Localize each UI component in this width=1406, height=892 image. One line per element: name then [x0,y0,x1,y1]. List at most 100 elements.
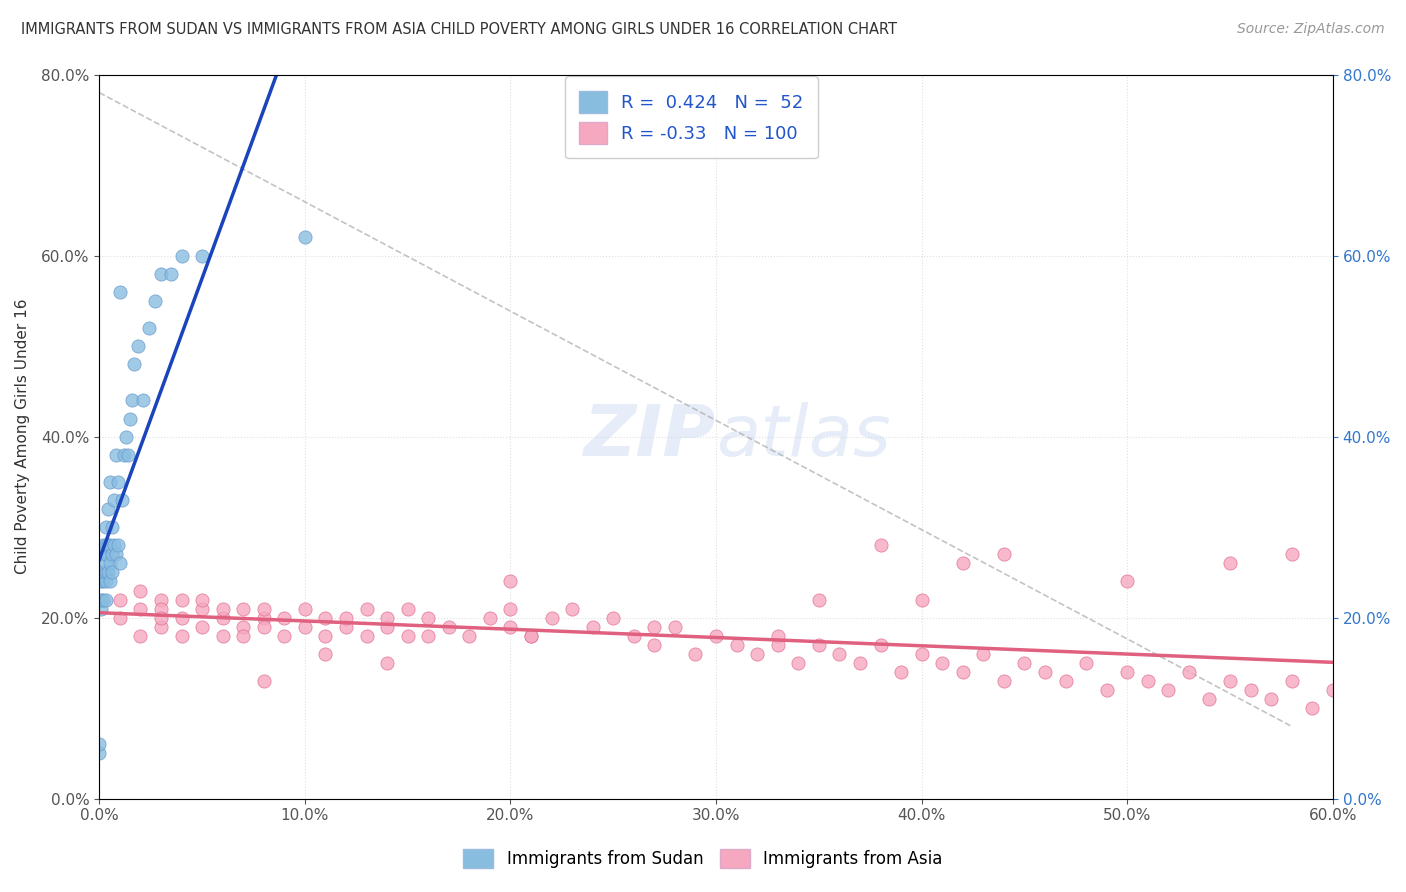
Point [124,357,146,371]
Point [499,574,522,589]
Point [664,620,686,634]
Point [335,610,357,624]
Point [90,547,112,561]
Point [418,629,440,643]
Point [150,601,173,615]
Point [375,610,398,624]
Point [103,538,125,552]
Point [112,448,135,462]
Point [1219,557,1241,571]
Point [98,538,121,552]
Point [93,538,115,552]
Point [931,656,953,670]
Point [253,610,276,624]
Point [828,647,851,661]
Point [232,620,254,634]
Point [100,547,122,561]
Text: IMMIGRANTS FROM SUDAN VS IMMIGRANTS FROM ASIA CHILD POVERTY AMONG GIRLS UNDER 16: IMMIGRANTS FROM SUDAN VS IMMIGRANTS FROM… [21,22,897,37]
Point [96,566,118,580]
Point [1239,683,1261,698]
Point [150,610,173,624]
Point [766,629,789,643]
Point [160,267,183,281]
Point [131,393,153,408]
Point [294,230,316,244]
Text: ZIP: ZIP [583,402,716,471]
Point [766,638,789,652]
Point [1014,656,1036,670]
Legend: R =  0.424   N =  52, R = -0.33   N = 100: R = 0.424 N = 52, R = -0.33 N = 100 [565,77,818,158]
Point [704,629,727,643]
Point [93,566,115,580]
Point [98,557,121,571]
Point [335,620,357,634]
Point [643,638,665,652]
Point [643,620,665,634]
Point [787,656,810,670]
Point [253,620,276,634]
Point [96,502,118,516]
Point [1116,574,1139,589]
Point [458,629,481,643]
Point [129,629,152,643]
Point [1322,683,1344,698]
Point [910,647,932,661]
Point [910,592,932,607]
Point [104,547,127,561]
Point [108,592,131,607]
Point [273,629,295,643]
Point [191,601,214,615]
Point [170,629,193,643]
Point [94,557,117,571]
Point [1074,656,1097,670]
Point [253,601,276,615]
Point [143,293,166,308]
Point [120,411,142,425]
Point [725,638,748,652]
Point [540,610,562,624]
Point [100,566,122,580]
Text: Source: ZipAtlas.com: Source: ZipAtlas.com [1237,22,1385,37]
Point [561,601,583,615]
Point [94,538,117,552]
Point [111,493,134,508]
Point [1178,665,1201,679]
Point [94,566,117,580]
Text: atlas: atlas [716,402,890,471]
Point [170,249,193,263]
Point [96,538,118,552]
Point [170,610,193,624]
Point [108,285,131,299]
Point [211,601,233,615]
Point [127,339,149,353]
Point [191,620,214,634]
Point [232,629,254,643]
Point [115,430,138,444]
Point [93,547,115,561]
Point [294,601,316,615]
Point [499,620,522,634]
Point [396,601,419,615]
Point [117,448,139,462]
Point [93,574,115,589]
Point [1136,674,1159,689]
Point [294,620,316,634]
Point [93,592,115,607]
Point [602,610,624,624]
Point [685,647,707,661]
Point [314,610,336,624]
Point [107,538,129,552]
Point [273,610,295,624]
Point [807,592,830,607]
Point [952,665,974,679]
Point [129,583,152,598]
Point [499,601,522,615]
Point [747,647,769,661]
Point [1116,665,1139,679]
Point [211,610,233,624]
Point [129,601,152,615]
Point [94,520,117,534]
Point [94,574,117,589]
Point [94,592,117,607]
Point [108,610,131,624]
